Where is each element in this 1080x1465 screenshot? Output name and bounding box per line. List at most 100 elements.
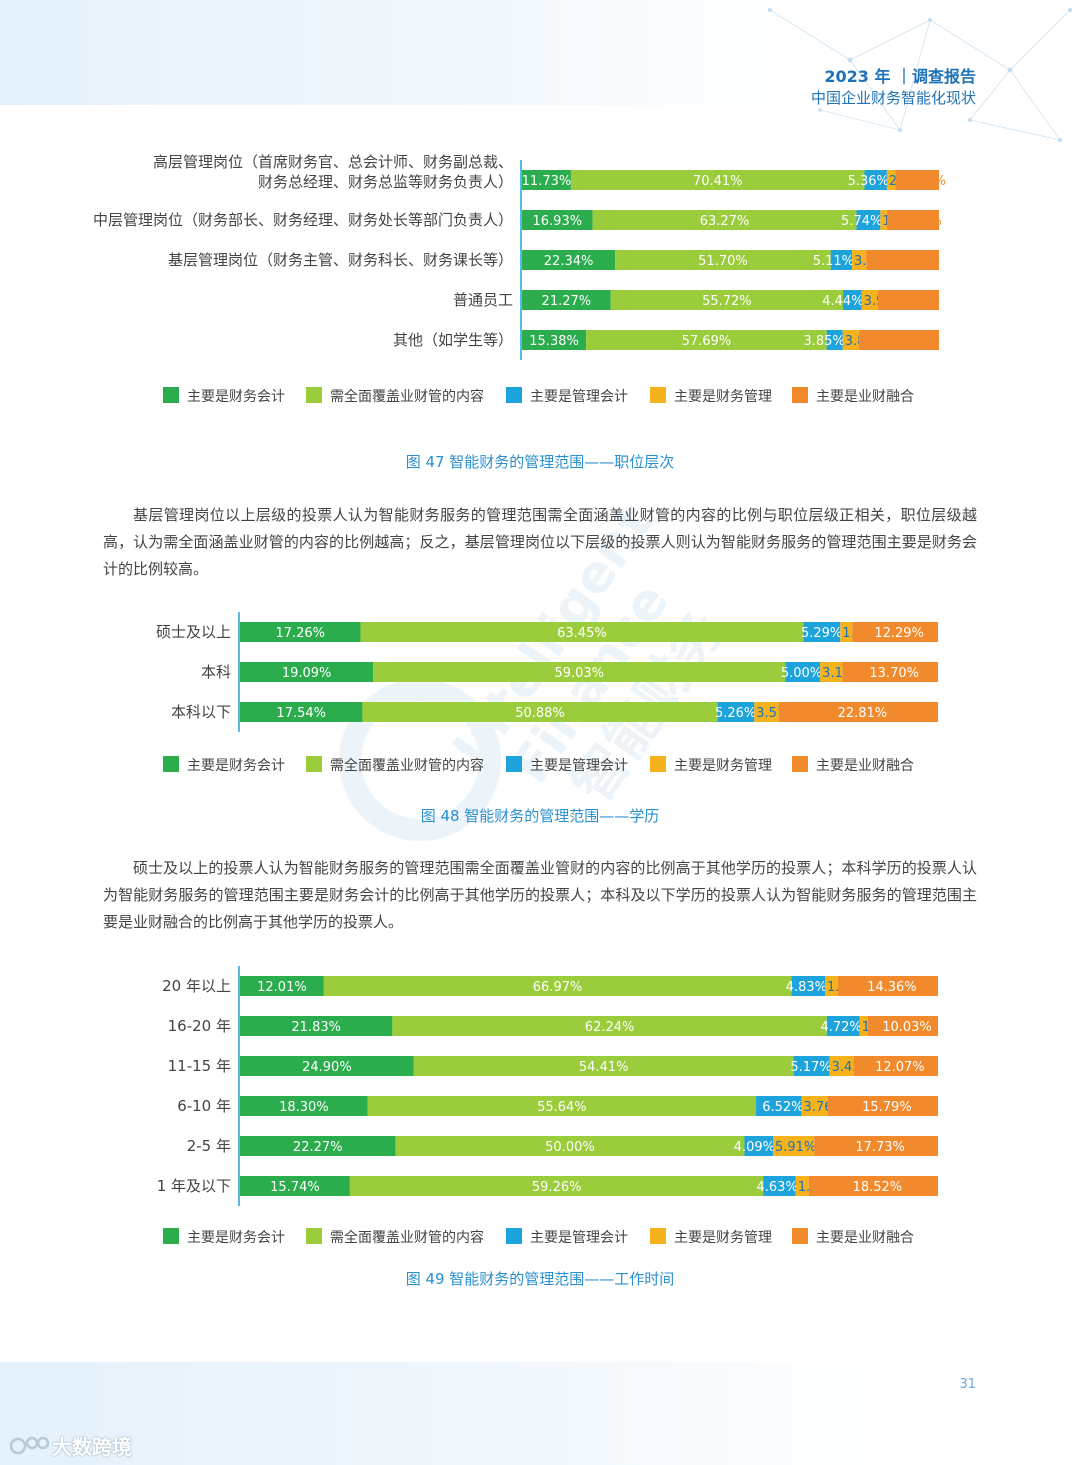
data-label: 4.72% [820,1020,861,1035]
bar-segment [240,702,363,722]
data-label: 16.93% [533,214,583,229]
bar-segment [852,250,867,270]
data-label: 59.03% [554,666,604,681]
bar-segment [362,702,718,722]
data-label: 17.54% [276,706,326,721]
bar-segment [367,1096,757,1116]
bar-segment [522,170,571,190]
figure-47-caption: 图 47 智能财务的管理范围——职位层次 [405,453,675,471]
bar-segment [570,170,865,190]
data-label: 50.00% [545,1140,595,1155]
data-label: 63.27% [700,214,750,229]
bar-segment [826,330,843,350]
bar-segment [827,1096,938,1116]
bar-segment [829,1056,854,1076]
bar-segment [349,1176,764,1196]
legend-label: 主要是财务管理 [674,758,772,774]
data-label: 5.00% [781,666,822,681]
legend-label: 需全面覆盖业财管的内容 [330,388,484,405]
legend-label: 需全面覆盖业财管的内容 [330,757,484,774]
category-label: 2-5 年 [187,1137,231,1155]
bar-segment [240,1136,396,1156]
bar-segment [837,976,938,996]
bar-segment [853,1056,938,1076]
category-label: 财务总经理、财务总监等财务负责人） [258,173,513,191]
bar-segment [803,622,841,642]
legend-swatch [506,387,522,403]
bar-segment [877,290,939,310]
chart-position-level: 高层管理岗位（首席财务官、总会计师、财务副总裁、财务总经理、财务总监等财务负责人… [93,153,946,405]
bar-segment [717,702,755,722]
report-year-title: 2023 年 ｜调查报告 [824,67,976,86]
bar-segment [842,330,859,350]
data-label: 21.27% [542,294,592,309]
bar-segment [895,170,939,190]
header-band [0,0,1080,105]
data-label: 14.67% [888,294,938,309]
data-label: 4.83% [786,980,827,995]
bar-segment [522,290,611,310]
legend-label: 主要是业财融合 [816,758,914,774]
bar-segment [858,330,939,350]
legend-swatch [163,756,179,772]
data-label: 12.07% [875,1060,925,1075]
bar-segment [240,976,324,996]
data-label: 17.26% [275,626,325,641]
bar-segment [886,170,896,190]
legend-swatch [306,756,322,772]
bar-segment [240,1016,393,1036]
legend-label: 主要是财务会计 [187,389,285,405]
bar-segment [864,170,887,190]
data-label: 22.34% [544,254,594,269]
bar-segment [795,1176,809,1196]
bar-segment [830,250,853,270]
data-label: 63.45% [557,626,607,641]
data-label: 6.52% [762,1100,803,1115]
data-label: 13.70% [869,666,919,681]
category-label: 本科 [201,663,231,681]
data-label: 24.90% [302,1060,352,1075]
footer-band [0,1362,1080,1465]
legend-swatch [650,1228,666,1244]
legend-swatch [792,756,808,772]
bar-segment [592,210,857,230]
data-label: 70.41% [693,174,743,189]
legend-swatch [506,756,522,772]
chart-work-years: 20 年以上12.01%66.97%4.83%1.83%14.36%16-20 … [157,966,938,1246]
category-label: 6-10 年 [177,1097,231,1115]
bar-segment [793,1056,830,1076]
data-label: 5.36% [848,174,889,189]
data-label: 50.88% [515,706,565,721]
chart-education: 硕士及以上17.26%63.45%5.29%1.71%12.29%本科19.09… [156,612,938,774]
bar-segment [392,1016,827,1036]
bar-segment [615,250,831,270]
data-label: 10.03% [882,1020,932,1035]
category-label: 普通员工 [453,291,513,309]
data-label: 5.26% [715,706,756,721]
bar-segment [240,662,374,682]
bar-segment [856,210,881,230]
data-label: 14.36% [867,980,917,995]
bar-segment [610,290,844,310]
report-subtitle: 中国企业财务智能化现状 [810,89,976,107]
data-label: 12.01% [257,980,307,995]
bar-segment [791,976,825,996]
logo-icon [10,1436,50,1455]
category-label: 高层管理岗位（首席财务官、总会计师、财务副总裁、 [153,153,513,171]
legend-swatch [792,387,808,403]
legend-swatch [306,1228,322,1244]
category-label: 1 年及以下 [157,1177,231,1195]
bar-segment [866,250,939,270]
data-label: 5.29% [801,626,842,641]
bar-segment [586,330,827,350]
bar-segment [824,976,838,996]
bar-segment [522,250,616,270]
data-label: 18.30% [279,1100,329,1115]
category-label: 其他（如学生等） [393,331,513,349]
bar-segment [842,662,938,682]
logo-text: 大数跨境 [52,1435,132,1459]
data-label: 4.09% [734,1140,775,1155]
data-label: 15.79% [862,1100,912,1115]
category-label: 基层管理岗位（财务主管、财务科长、财务课长等） [168,251,513,269]
legend-swatch [506,1228,522,1244]
